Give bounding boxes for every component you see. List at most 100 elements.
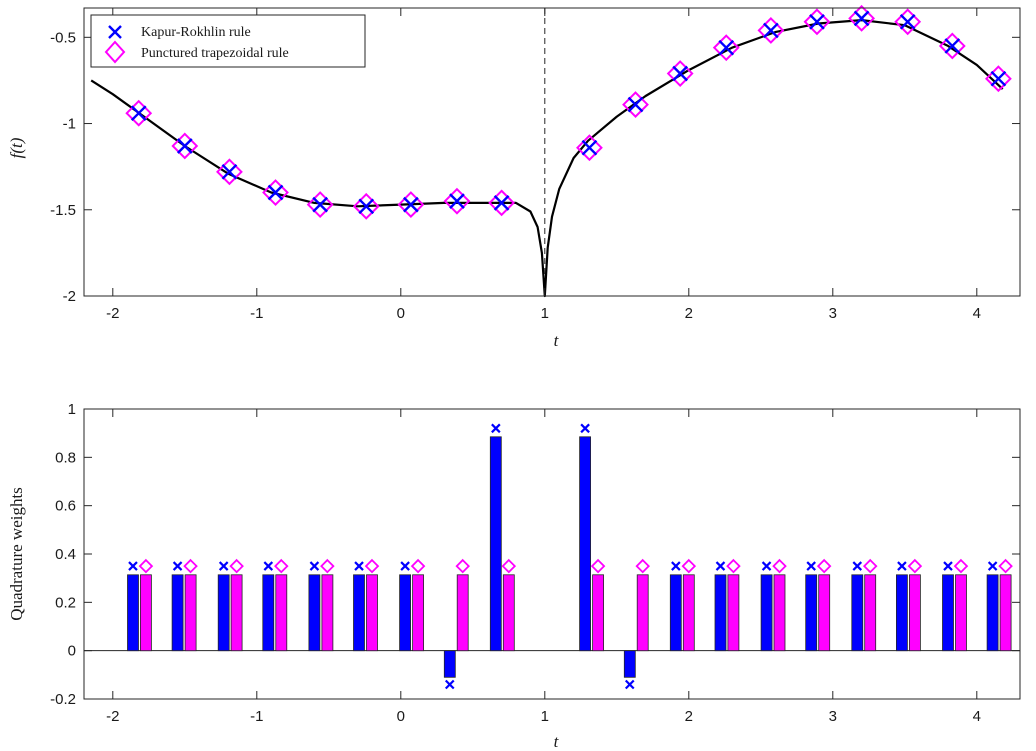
y-tick-label: 0 [68, 643, 76, 660]
legend: Kapur-Rokhlin rule Punctured trapezoidal… [90, 14, 366, 68]
top-plot-area [90, 4, 1012, 298]
kapur-rokhlin-point [267, 184, 284, 201]
kapur-rokhlin-weight-marker [715, 561, 726, 571]
kapur-rokhlin-weight-marker [128, 561, 138, 571]
kapur-rokhlin-weight-bar [308, 574, 321, 652]
x-tick-label: -2 [106, 708, 119, 725]
kapur-rokhlin-weight-bar [986, 574, 999, 652]
trapezoidal-weight-bar [864, 574, 877, 652]
trapezoidal-weight-bar [727, 574, 740, 652]
y-tick-label: -0.5 [50, 29, 76, 46]
legend-kapur-marker [108, 25, 122, 39]
kapur-rokhlin-point [718, 39, 735, 56]
kapur-rokhlin-point [449, 193, 465, 209]
kapur-rokhlin-weight-bar [623, 650, 636, 678]
bottom-xlabel: t [554, 732, 560, 751]
trapezoidal-weight-bar [909, 574, 921, 652]
kapur-rokhlin-point [312, 196, 329, 213]
legend-kapur-label: Kapur-Rokhlin rule [141, 25, 251, 40]
trapezoidal-weight-marker [320, 558, 335, 574]
trapezoidal-point [262, 179, 289, 206]
trapezoidal-weight-bar [275, 574, 288, 652]
trapezoidal-weight-marker [862, 558, 878, 574]
kapur-rokhlin-point [944, 38, 961, 54]
top-axes-ticks: -2 -1 0 1 2 3 4 -2 -1.5 -1 -0.5 [50, 8, 1020, 322]
x-tick-label: -1 [250, 305, 263, 322]
x-tick-label: 3 [829, 305, 837, 322]
trapezoidal-weight-bar [818, 574, 831, 652]
kapur-rokhlin-weight-marker [354, 561, 364, 571]
trapezoidal-weight-bar [139, 574, 152, 652]
y-tick-label: 0.6 [55, 498, 76, 515]
trapezoidal-weight-bar [773, 574, 786, 652]
y-tick-label: 0.2 [55, 594, 76, 611]
x-tick-label: -2 [106, 305, 119, 322]
kapur-rokhlin-weight-marker [263, 561, 274, 571]
kapur-rokhlin-weight-marker [761, 561, 772, 571]
y-tick-label: 1 [68, 401, 76, 418]
x-tick-label: 4 [973, 305, 981, 322]
kapur-rokhlin-point [176, 138, 193, 154]
kapur-rokhlin-weight-marker [671, 561, 681, 571]
trapezoidal-weight-marker [183, 558, 198, 574]
trapezoidal-weight-bar [502, 574, 515, 652]
kapur-rokhlin-weight-bar [443, 650, 456, 678]
x-tick-label: 4 [973, 708, 981, 725]
kapur-rokhlin-weight-marker [218, 561, 229, 571]
y-tick-label: -1.5 [50, 202, 76, 219]
kapur-rokhlin-weight-marker [852, 561, 863, 571]
trapezoidal-weight-bar [955, 574, 967, 652]
trapezoidal-point [938, 32, 966, 60]
kapur-rokhlin-weight-bar [262, 574, 275, 652]
trapezoidal-weight-marker [772, 558, 787, 574]
trapezoidal-point [712, 34, 740, 62]
kapur-rokhlin-point [130, 105, 147, 122]
trapezoidal-point [125, 99, 153, 127]
y-tick-label: -0.2 [50, 691, 76, 708]
x-tick-label: 3 [829, 708, 837, 725]
legend-trapezoidal-label: Punctured trapezoidal rule [141, 46, 289, 61]
kapur-rokhlin-weight-marker [580, 423, 590, 434]
trapezoidal-point [757, 17, 785, 44]
kapur-rokhlin-weight-bar [714, 574, 727, 652]
kapur-rokhlin-weight-marker [987, 561, 998, 571]
kapur-rokhlin-weight-bar [489, 436, 502, 652]
top-ylabel: f(t) [7, 137, 26, 158]
kapur-rokhlin-weight-marker [624, 679, 635, 690]
trapezoidal-point [894, 8, 922, 36]
bottom-ylabel: Quadrature weights [7, 487, 26, 621]
trapezoidal-weight-marker [274, 558, 289, 574]
kapur-rokhlin-weight-bar [353, 574, 365, 652]
kapur-rokhlin-weight-marker [897, 561, 907, 571]
trapezoidal-weight-marker [501, 558, 517, 574]
kapur-rokhlin-weight-bar [579, 436, 591, 652]
legend-box [90, 14, 366, 68]
x-tick-label: 2 [685, 305, 693, 322]
trapezoidal-weight-bar [321, 574, 334, 652]
trapezoidal-point [171, 132, 199, 160]
kapur-rokhlin-weight-bar [942, 574, 954, 652]
kapur-rokhlin-weight-marker [400, 561, 410, 571]
kapur-rokhlin-point [581, 139, 598, 156]
kapur-rokhlin-point [763, 22, 779, 39]
kapur-rokhlin-point [403, 196, 419, 213]
kapur-rokhlin-weight-marker [806, 561, 816, 571]
trapezoidal-weight-marker [364, 558, 380, 574]
kapur-rokhlin-weight-bar [217, 574, 230, 652]
kapur-rokhlin-point [672, 65, 689, 82]
y-tick-label: 0.8 [55, 449, 76, 466]
trapezoidal-weight-marker [590, 558, 606, 574]
bottom-axes-box [83, 408, 1021, 700]
kapur-rokhlin-point [358, 198, 375, 215]
legend-trapezoidal-marker [104, 40, 126, 64]
x-tick-label: 0 [397, 708, 405, 725]
kapur-rokhlin-point [221, 163, 238, 180]
trapezoidal-weight-bar [412, 574, 425, 652]
trapezoidal-weight-marker [635, 558, 650, 574]
kapur-rokhlin-weight-marker [172, 561, 183, 571]
trapezoidal-point [622, 91, 649, 118]
trapezoidal-point [848, 4, 876, 32]
trapezoidal-weight-marker [681, 558, 697, 574]
kapur-rokhlin-weight-bar [399, 574, 412, 652]
